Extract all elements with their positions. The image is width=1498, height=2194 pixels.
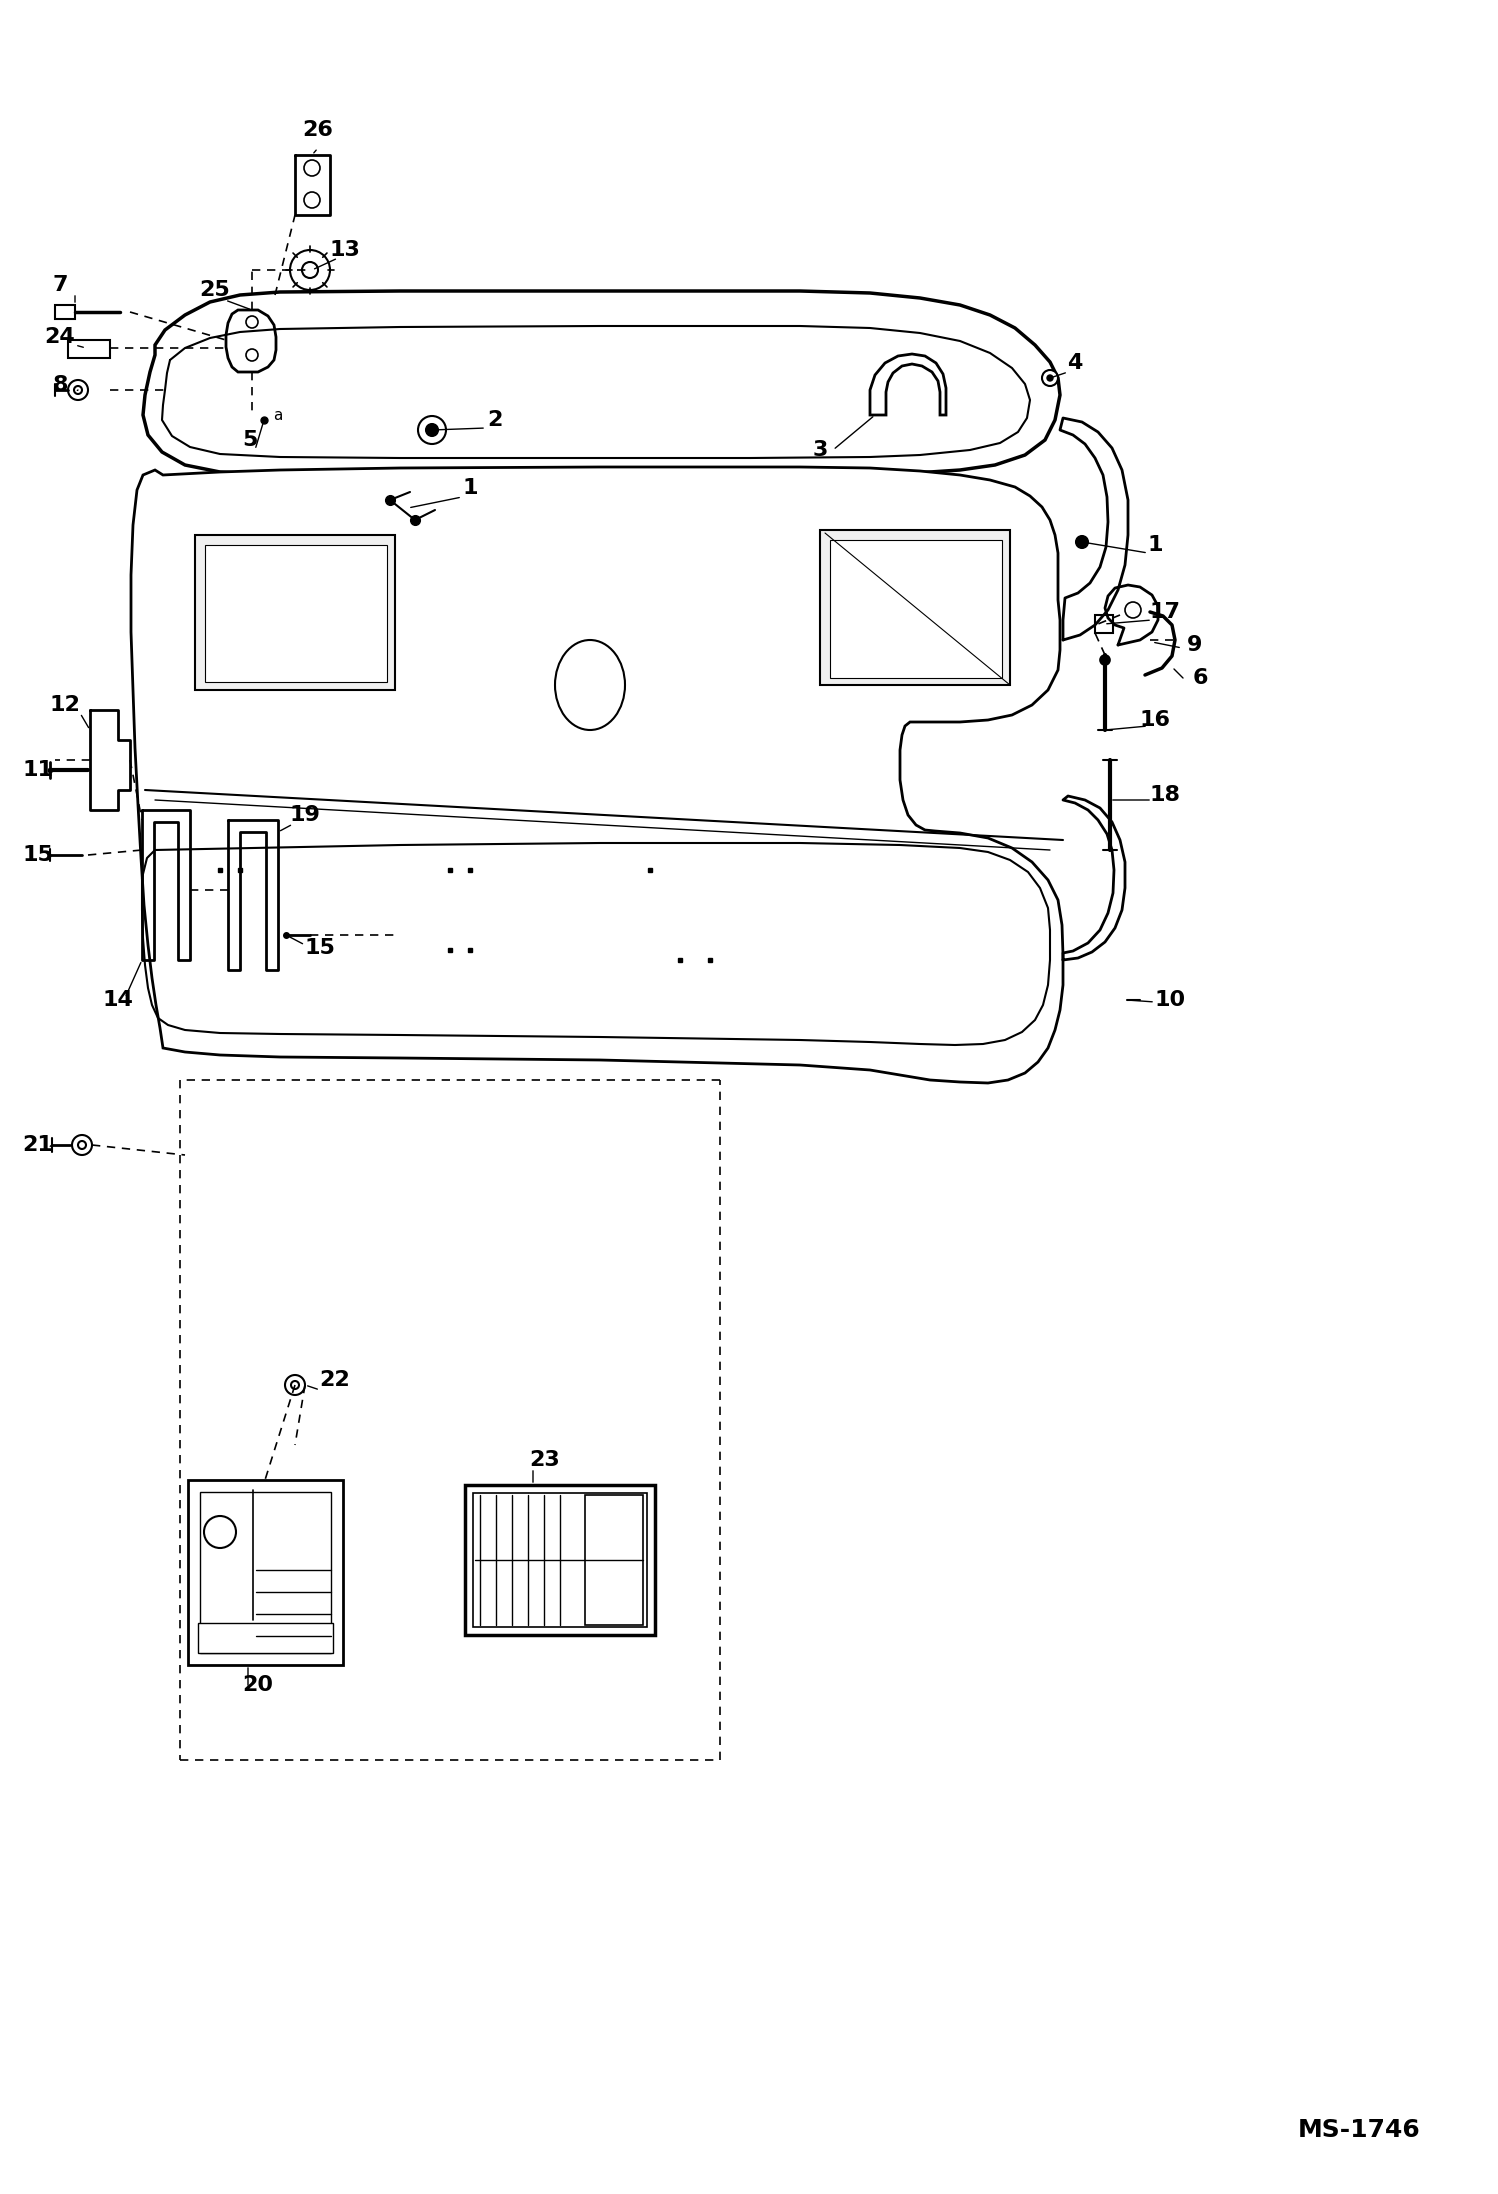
Text: 15: 15 (304, 939, 336, 959)
Text: 1: 1 (463, 478, 478, 498)
Text: 11: 11 (22, 759, 54, 781)
Text: 8: 8 (52, 375, 67, 395)
Bar (195, 535, 395, 689)
Text: 5: 5 (243, 430, 258, 450)
Circle shape (291, 1380, 300, 1389)
Text: 25: 25 (199, 281, 231, 301)
Text: 2: 2 (487, 410, 503, 430)
Circle shape (1125, 601, 1141, 619)
Text: 3: 3 (812, 441, 828, 461)
Bar (198, 1624, 333, 1652)
Circle shape (246, 349, 258, 362)
Bar (205, 544, 386, 682)
Circle shape (418, 417, 446, 443)
Text: a: a (273, 408, 283, 423)
Polygon shape (226, 309, 276, 373)
Bar (67, 340, 109, 358)
Bar (1095, 614, 1113, 634)
Polygon shape (142, 292, 1061, 474)
Ellipse shape (554, 641, 625, 731)
Text: 13: 13 (330, 239, 361, 261)
Bar (473, 1492, 647, 1628)
Bar (830, 540, 1002, 678)
Bar (201, 1492, 331, 1652)
Text: MS-1746: MS-1746 (1297, 2117, 1420, 2141)
Text: 12: 12 (49, 695, 81, 715)
Text: 16: 16 (1140, 711, 1170, 731)
Circle shape (285, 1376, 306, 1395)
Text: 24: 24 (45, 327, 75, 347)
Circle shape (73, 386, 82, 395)
Text: 21: 21 (22, 1134, 54, 1154)
Text: 20: 20 (243, 1674, 274, 1696)
Bar (464, 1485, 655, 1635)
Circle shape (1076, 535, 1088, 548)
Bar (586, 1494, 643, 1626)
Text: 9: 9 (1188, 634, 1203, 656)
Circle shape (246, 316, 258, 327)
Circle shape (78, 1141, 85, 1150)
Text: 22: 22 (319, 1369, 351, 1391)
Text: 17: 17 (1149, 601, 1180, 623)
Circle shape (1047, 375, 1053, 382)
Circle shape (304, 193, 321, 208)
Polygon shape (130, 467, 1064, 1084)
Bar (55, 305, 75, 318)
Text: 7: 7 (52, 274, 67, 294)
Text: 18: 18 (1149, 785, 1180, 805)
Text: 23: 23 (530, 1450, 560, 1470)
Text: 26: 26 (303, 121, 334, 140)
Circle shape (72, 1134, 91, 1154)
Circle shape (1100, 656, 1110, 665)
Circle shape (303, 261, 318, 279)
Text: 14: 14 (102, 989, 133, 1009)
Text: 1: 1 (1147, 535, 1162, 555)
Text: 15: 15 (22, 845, 54, 864)
Text: 19: 19 (289, 805, 321, 825)
Bar (819, 531, 1010, 685)
Circle shape (291, 250, 330, 290)
Circle shape (304, 160, 321, 176)
Text: 6: 6 (1192, 667, 1207, 689)
Circle shape (67, 380, 88, 399)
Circle shape (1043, 371, 1058, 386)
Text: 10: 10 (1155, 989, 1185, 1009)
Bar (189, 1481, 343, 1665)
Text: 4: 4 (1067, 353, 1083, 373)
Polygon shape (870, 353, 947, 415)
Circle shape (425, 423, 437, 437)
Circle shape (204, 1516, 237, 1549)
